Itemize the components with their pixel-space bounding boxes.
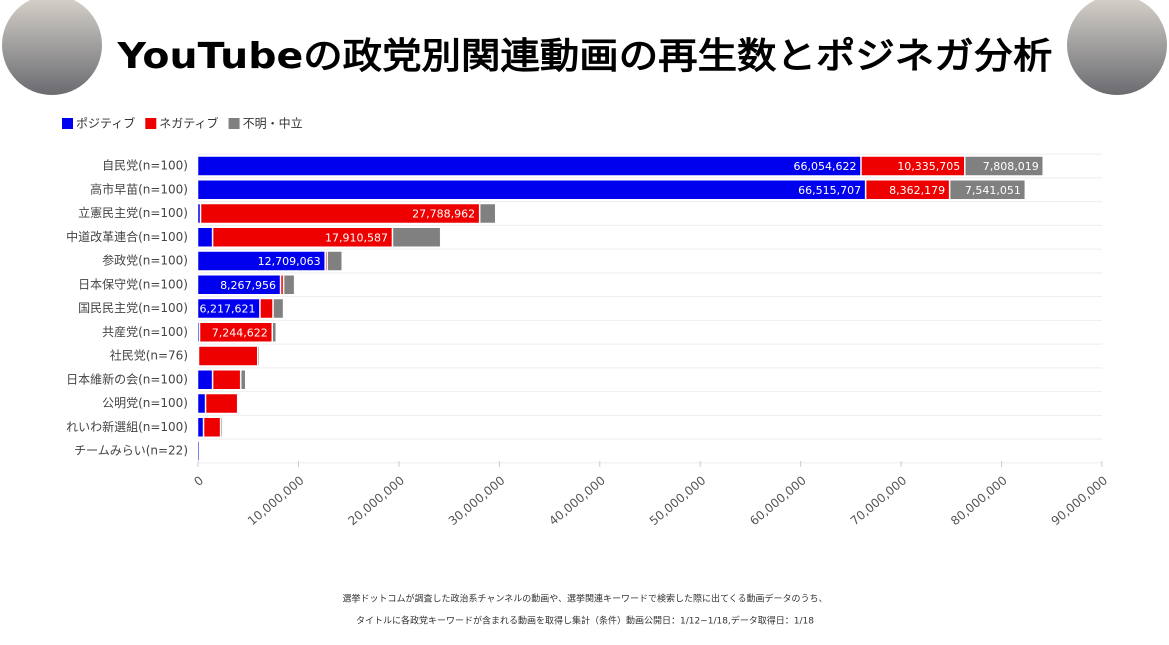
- value-label: 8,267,956: [220, 279, 276, 292]
- value-label: 27,788,962: [412, 208, 475, 221]
- bar-segment: [197, 417, 204, 437]
- category-label: 公明党(n=100): [102, 395, 188, 410]
- value-label: 6,217,621: [199, 303, 255, 316]
- legend-swatch: [145, 118, 157, 129]
- bar-segment: [197, 227, 213, 247]
- bar-segment: [865, 180, 950, 200]
- x-tick-label: 40,000,000: [546, 473, 608, 528]
- x-tick-label: 30,000,000: [446, 473, 508, 528]
- value-label: 8,362,179: [889, 184, 945, 197]
- bar-segment: [200, 203, 480, 224]
- bar-segment: [283, 275, 295, 295]
- category-label: 国民民主党(n=100): [78, 300, 188, 315]
- bar-segment: [199, 322, 273, 342]
- portrait-right: [1067, 0, 1167, 95]
- category-label: 社民党(n=76): [110, 348, 188, 363]
- value-label: 7,244,622: [212, 326, 268, 339]
- chart-title: YouTubeの政党別関連動画の再生数とポジネガ分析: [116, 35, 1052, 77]
- category-label: 日本維新の会(n=100): [66, 371, 188, 386]
- bar-segment: [197, 298, 260, 319]
- bar-segment: [212, 227, 393, 247]
- bar-segment: [260, 298, 273, 319]
- category-label: 中道改革連合(n=100): [66, 229, 188, 244]
- category-label: 自民党(n=100): [102, 158, 188, 173]
- bar-segment: [258, 346, 260, 366]
- bar-segment: [198, 346, 258, 366]
- x-tick-label: 80,000,000: [948, 473, 1010, 528]
- bar-segment: [965, 156, 1043, 176]
- bar-segment: [273, 298, 284, 319]
- legend-swatch: [228, 118, 240, 129]
- value-label: 17,910,587: [325, 231, 388, 244]
- bar-segment: [197, 441, 200, 461]
- bar-segment: [327, 251, 342, 271]
- category-label: 立憲民主党(n=100): [78, 205, 188, 220]
- portrait-left: [2, 0, 102, 95]
- bar-segment: [280, 275, 284, 295]
- bar-segment: [240, 370, 246, 390]
- x-tick-label: 60,000,000: [747, 473, 809, 528]
- category-label: チームみらい(n=22): [74, 444, 188, 458]
- x-tick-label: 10,000,000: [245, 473, 307, 528]
- legend-label: ポジティブ: [76, 116, 135, 131]
- bar-segment: [197, 322, 200, 342]
- bar-segment: [197, 275, 281, 295]
- value-label: 66,054,622: [793, 160, 856, 173]
- value-label: 66,515,707: [798, 184, 861, 197]
- value-label: 10,335,705: [897, 160, 960, 173]
- bar-segment: [212, 370, 241, 390]
- x-tick-label: 20,000,000: [345, 473, 407, 528]
- bar-segment: [325, 251, 327, 271]
- bar-segment: [949, 180, 1026, 200]
- bar-segment: [479, 203, 496, 224]
- bar-segment: [220, 417, 223, 437]
- x-tick-label: 90,000,000: [1049, 473, 1111, 528]
- bar-segment: [197, 156, 861, 176]
- x-tick-label: 50,000,000: [647, 473, 709, 528]
- footnote: 選挙ドットコムが調査した政治系チャンネルの動画や、選挙関連キーワードで検索した際…: [342, 593, 827, 605]
- value-label: 7,808,019: [983, 160, 1039, 173]
- bar-segment: [197, 203, 201, 224]
- legend-swatch: [62, 118, 73, 129]
- bar-segment: [272, 322, 277, 342]
- bar-segment: [205, 393, 238, 414]
- value-label: 12,709,063: [258, 255, 321, 268]
- category-label: 共産党(n=100): [102, 324, 188, 339]
- x-tick-label: 70,000,000: [848, 473, 910, 528]
- bar-segment: [197, 393, 206, 414]
- category-label: れいわ新選組(n=100): [66, 419, 188, 434]
- category-label: 高市早苗(n=100): [90, 181, 188, 196]
- category-label: 日本保守党(n=100): [78, 276, 188, 291]
- bar-segment: [197, 251, 325, 271]
- value-label: 7,541,051: [965, 184, 1021, 197]
- bar-segment: [197, 180, 866, 200]
- legend-label: ネガティブ: [159, 116, 218, 131]
- bar-segment: [861, 156, 965, 176]
- x-tick-label: 0: [191, 473, 206, 489]
- footnote: タイトルに各政党キーワードが含まれる動画を取得し集計（条件）動画公開日：1/12…: [356, 615, 814, 627]
- bar-segment: [392, 227, 441, 247]
- bar-segment: [197, 370, 213, 390]
- category-label: 参政党(n=100): [102, 253, 188, 268]
- legend-label: 不明・中立: [243, 116, 303, 131]
- bar-segment: [203, 417, 221, 437]
